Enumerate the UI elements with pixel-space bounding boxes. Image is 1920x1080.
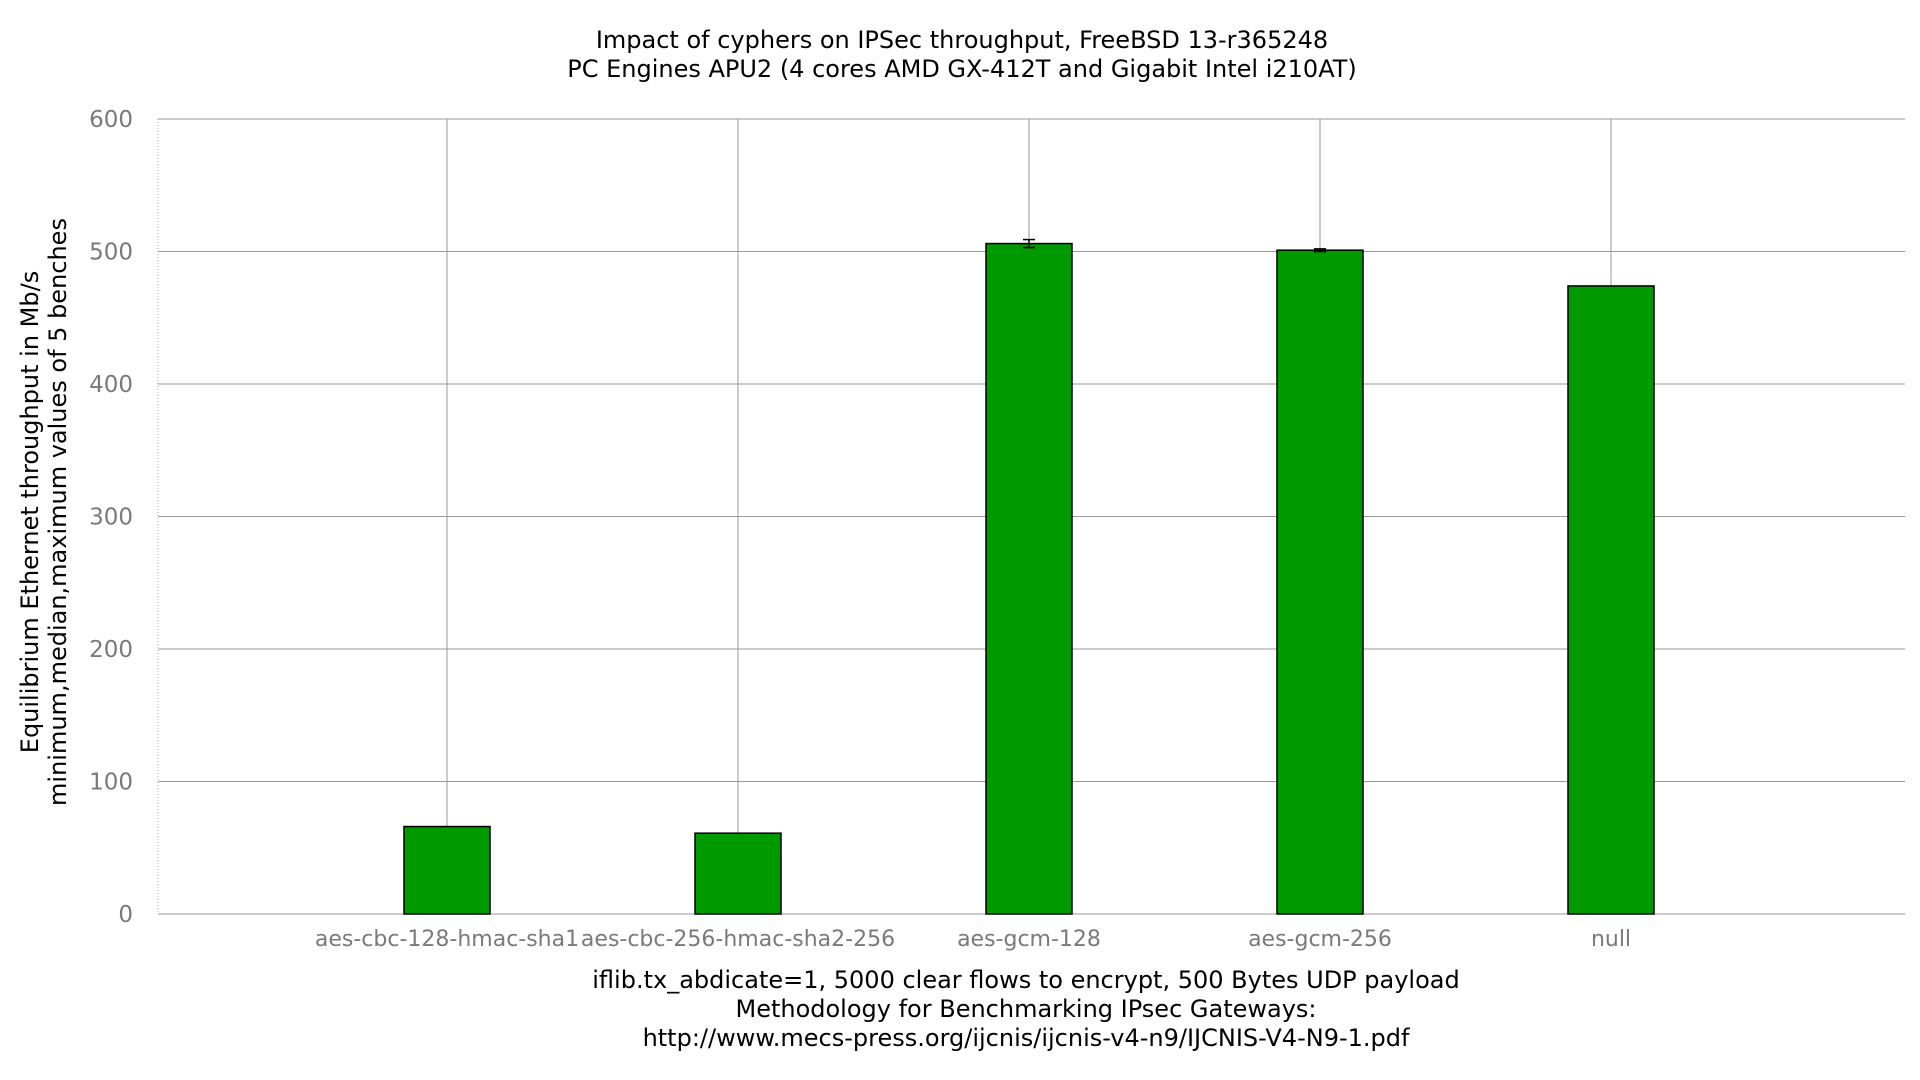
- y-tick-label: 200: [89, 637, 133, 663]
- x-axis-labels: aes-cbc-128-hmac-sha1 aes-cbc-256-hmac-sh…: [315, 927, 1631, 952]
- y-tick-label: 400: [89, 372, 133, 398]
- x-axis-title-line-3: http://www.mecs-press.org/ijcnis/ijcnis-…: [643, 1024, 1410, 1052]
- y-axis-title-line-2: minimum,median,maximum values of 5 bench…: [44, 218, 72, 806]
- bar-aes-gcm-128: [985, 242, 1073, 915]
- bar-null: [1567, 285, 1655, 915]
- y-axis-title-line-1: Equilibrium Ethernet throughput in Mb/s: [16, 271, 44, 753]
- bar-aes-gcm-256: [1276, 249, 1364, 915]
- bar-aes-cbc-256-hmac-sha2-256: [694, 832, 782, 915]
- y-tick-label: 100: [89, 770, 133, 796]
- x-tick-label: aes-gcm-256: [1248, 927, 1392, 952]
- y-tick-label: 300: [89, 505, 133, 531]
- chart-title: Impact of cyphers on IPSec throughput, F…: [596, 26, 1328, 54]
- x-tick-label: aes-cbc-128-hmac-sha1: [315, 927, 579, 952]
- bars: [403, 238, 1655, 915]
- x-axis-title-line-2: Methodology for Benchmarking IPsec Gatew…: [735, 995, 1316, 1023]
- chart-subtitle: PC Engines APU2 (4 cores AMD GX-412T and…: [567, 55, 1357, 83]
- x-tick-label: aes-gcm-128: [957, 927, 1101, 952]
- y-axis-title: Equilibrium Ethernet throughput in Mb/s …: [16, 218, 72, 806]
- y-tick-label: 600: [89, 107, 133, 133]
- y-tick-label: 0: [118, 902, 133, 928]
- y-tick-label: 500: [89, 240, 133, 266]
- bar-aes-cbc-128-hmac-sha1: [403, 825, 491, 915]
- x-tick-label: null: [1591, 927, 1631, 952]
- x-axis-title-line-1: iflib.tx_abdicate=1, 5000 clear flows to…: [592, 966, 1459, 994]
- x-tick-label: aes-cbc-256-hmac-sha2-256: [581, 927, 895, 952]
